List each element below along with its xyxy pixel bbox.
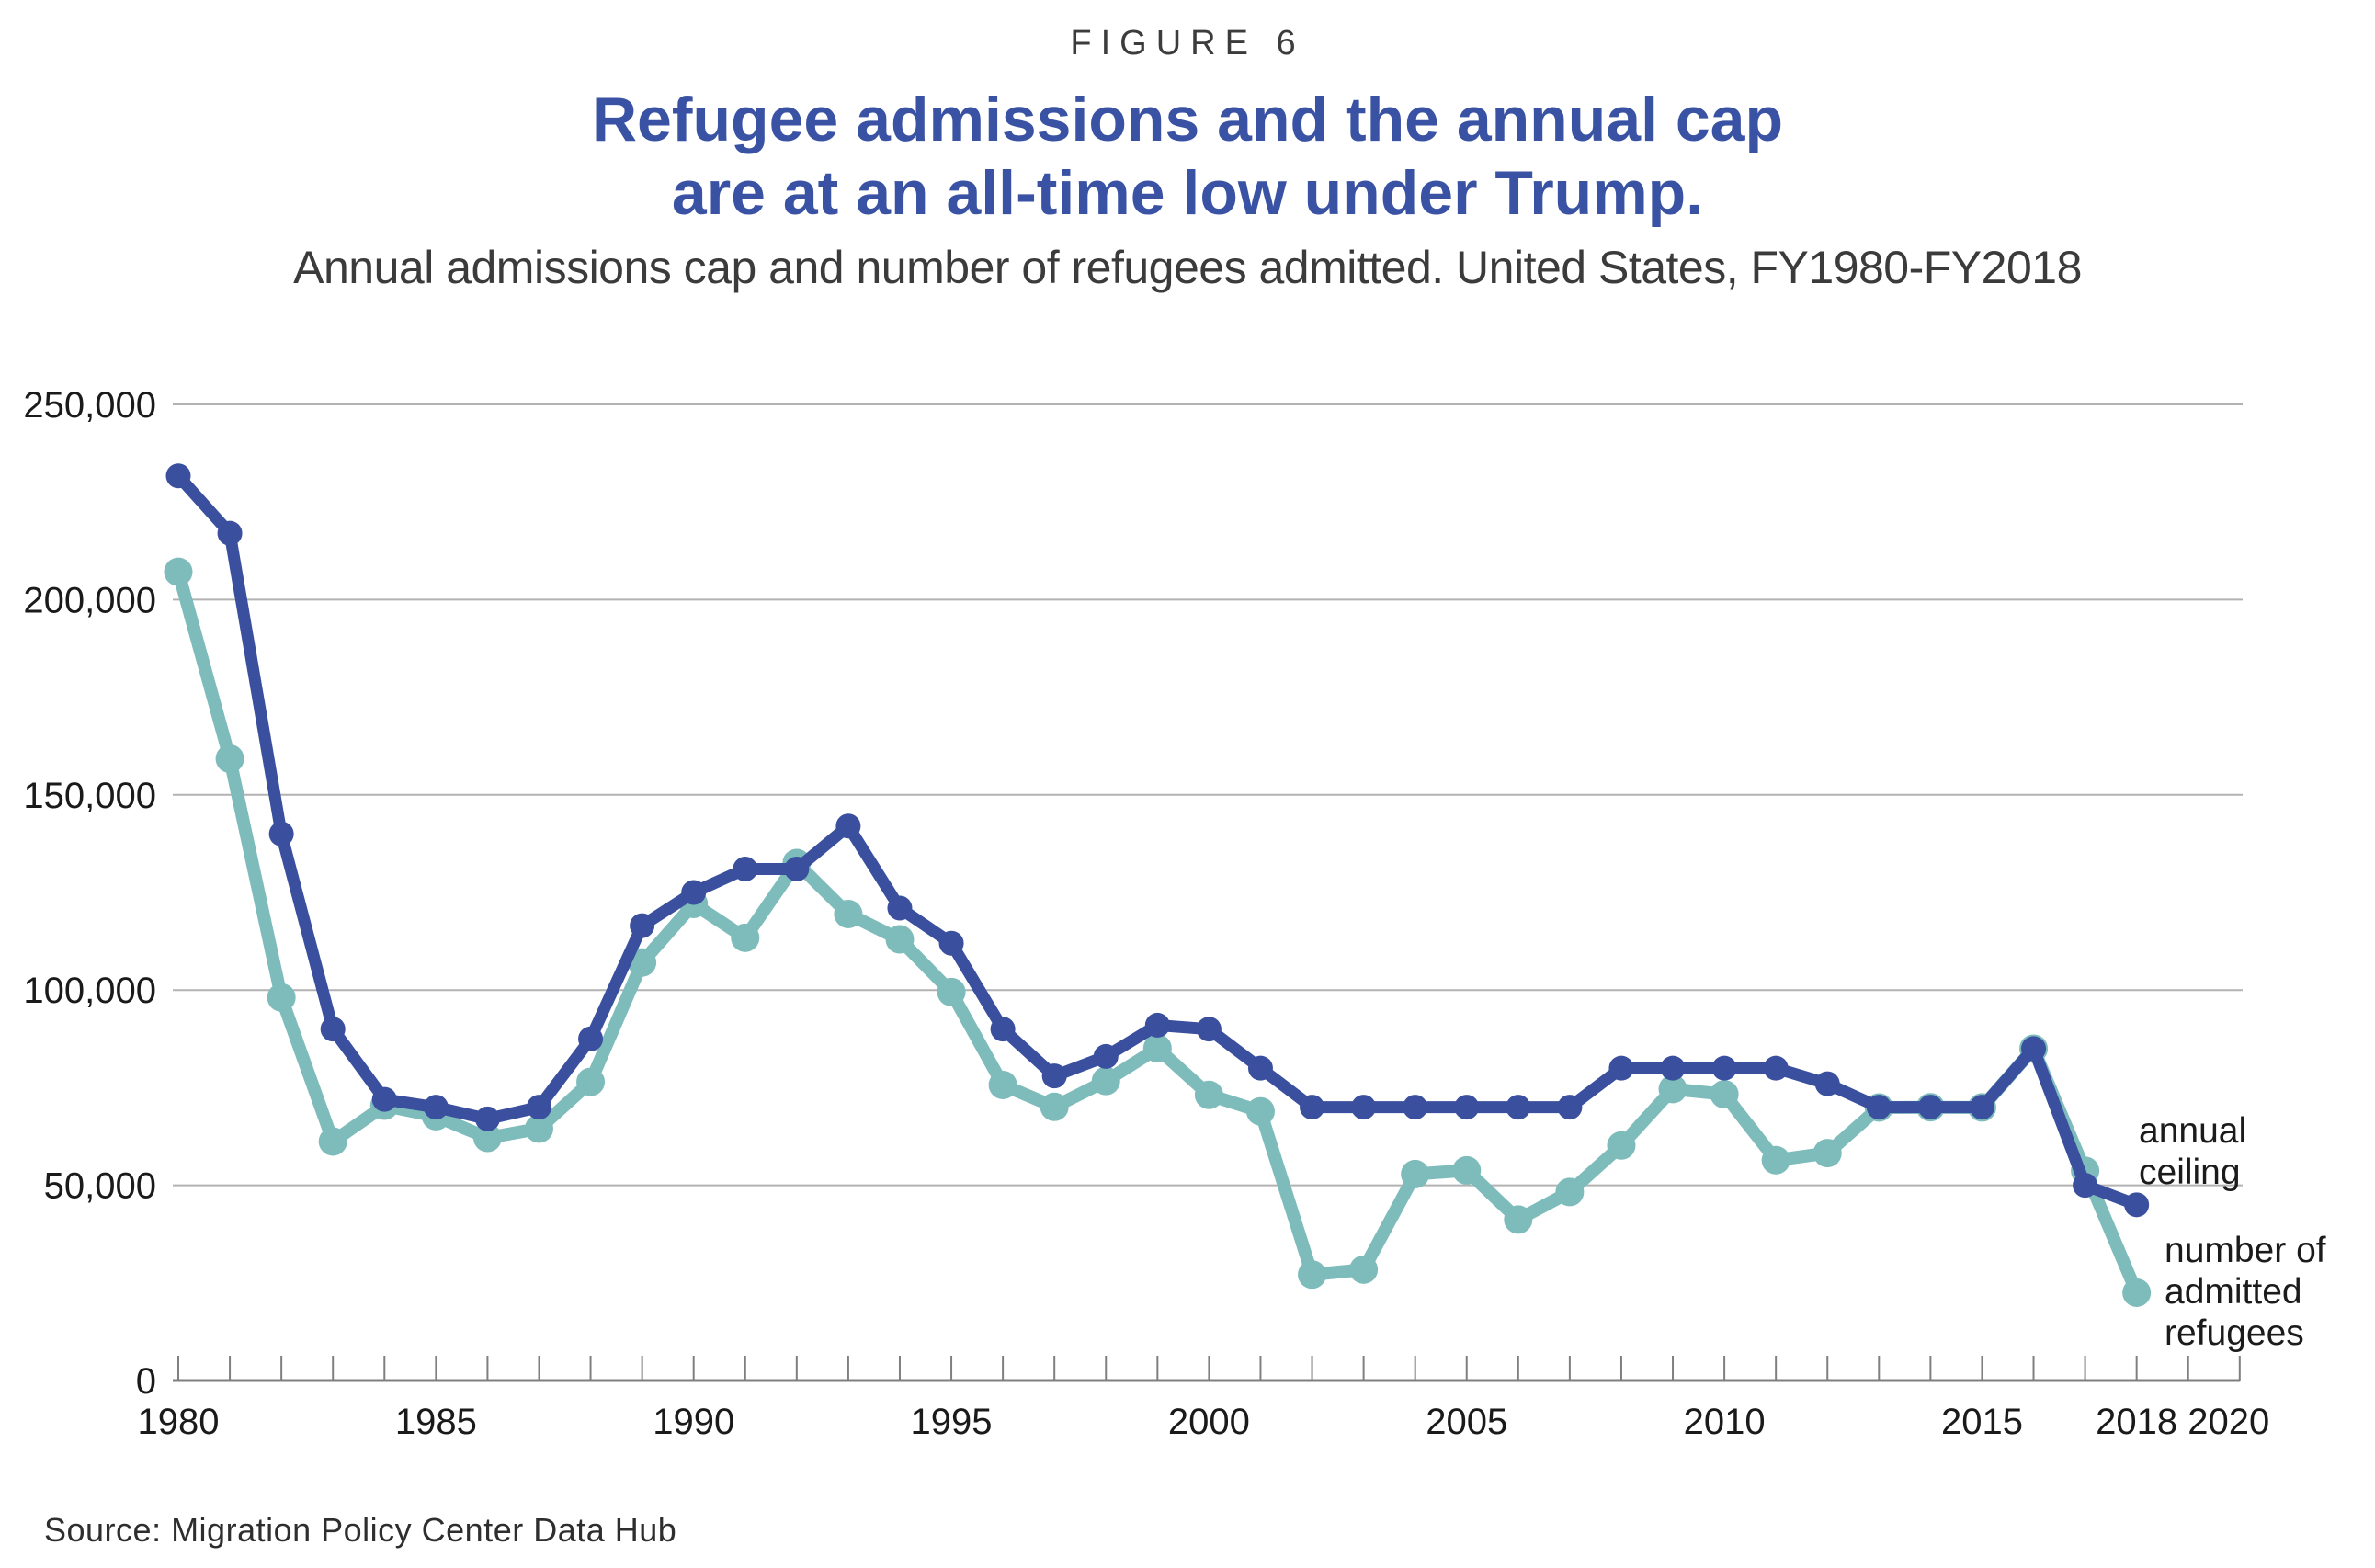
data-point bbox=[1969, 1095, 1994, 1120]
data-point bbox=[885, 925, 915, 954]
x-axis-tick-label: 2005 bbox=[1426, 1402, 1507, 1442]
data-point bbox=[1093, 1043, 1119, 1069]
data-point bbox=[1504, 1205, 1533, 1234]
data-point bbox=[835, 813, 861, 839]
y-axis-tick-label: 50,000 bbox=[44, 1166, 156, 1207]
data-point bbox=[474, 1106, 500, 1131]
x-axis-tick-label: 2000 bbox=[1168, 1402, 1250, 1442]
data-point bbox=[1763, 1055, 1789, 1081]
admitted-refugees-series bbox=[164, 557, 2152, 1307]
admitted-refugees-label: number of admitted refugees bbox=[2165, 1231, 2326, 1353]
y-axis-tick-label: 250,000 bbox=[23, 385, 156, 426]
annual-ceiling-label: annual ceiling bbox=[2139, 1111, 2247, 1192]
series-line bbox=[172, 470, 2143, 1211]
data-point bbox=[887, 895, 913, 921]
data-point bbox=[1247, 1055, 1273, 1081]
chart-subtitle: Annual admissions cap and number of refu… bbox=[293, 242, 2082, 293]
y-axis-tick-label: 100,000 bbox=[23, 971, 156, 1011]
data-point bbox=[1351, 1095, 1377, 1120]
x-axis-tick-label: 1990 bbox=[653, 1402, 734, 1442]
data-point bbox=[988, 1070, 1017, 1099]
data-point bbox=[1761, 1145, 1790, 1175]
data-point bbox=[1658, 1074, 1688, 1104]
data-point bbox=[1245, 1096, 1275, 1126]
data-point bbox=[318, 1127, 347, 1156]
chart-title: Refugee admissions and the annual cap ar… bbox=[591, 85, 1784, 228]
data-point bbox=[268, 821, 294, 846]
data-point bbox=[1812, 1139, 1842, 1168]
x-axis-tick-label: 2020 bbox=[2188, 1402, 2269, 1442]
data-point bbox=[524, 1114, 553, 1143]
data-point bbox=[423, 1095, 449, 1120]
data-point bbox=[1142, 1034, 1172, 1063]
data-point bbox=[267, 983, 296, 1012]
data-point bbox=[1917, 1095, 1943, 1120]
data-point bbox=[1866, 1095, 1892, 1120]
source-note: Source: Migration Policy Center Data Hub bbox=[44, 1511, 677, 1549]
annual-ceiling-series bbox=[165, 463, 2150, 1218]
data-point bbox=[937, 977, 966, 1006]
data-point bbox=[1506, 1095, 1531, 1120]
data-point bbox=[1660, 1055, 1686, 1081]
y-axis-tick-label: 200,000 bbox=[23, 580, 156, 620]
data-point bbox=[217, 520, 243, 546]
x-axis-tick-label: 1985 bbox=[395, 1402, 477, 1442]
data-point bbox=[1196, 1017, 1222, 1042]
y-axis-labels-group: 0 50,000 100,000 150,000 200,000 250,000 bbox=[23, 385, 156, 1402]
data-point bbox=[472, 1123, 502, 1153]
data-point bbox=[784, 857, 810, 882]
data-point bbox=[1814, 1071, 1840, 1096]
data-point bbox=[371, 1086, 397, 1112]
x-axis-tick-label: 2015 bbox=[1941, 1402, 2023, 1442]
y-axis-tick-label: 0 bbox=[136, 1361, 156, 1402]
data-point bbox=[1607, 1131, 1636, 1160]
data-point bbox=[2021, 1036, 2047, 1062]
data-point bbox=[1298, 1260, 1327, 1290]
data-point bbox=[2122, 1278, 2152, 1307]
data-point bbox=[2073, 1173, 2098, 1199]
data-point bbox=[1091, 1066, 1120, 1096]
data-point bbox=[1557, 1095, 1583, 1120]
data-point bbox=[320, 1017, 346, 1042]
data-point bbox=[990, 1017, 1016, 1042]
data-point bbox=[165, 463, 191, 489]
data-point bbox=[630, 913, 655, 938]
data-point bbox=[681, 880, 707, 905]
y-axis-tick-label: 150,000 bbox=[23, 776, 156, 816]
data-point bbox=[576, 1067, 606, 1096]
data-point bbox=[578, 1026, 604, 1051]
data-point bbox=[1454, 1095, 1480, 1120]
data-point bbox=[834, 899, 863, 928]
data-point bbox=[215, 744, 244, 773]
data-point bbox=[1403, 1095, 1428, 1120]
data-point bbox=[164, 557, 193, 586]
data-point bbox=[1710, 1080, 1739, 1109]
data-point bbox=[1711, 1055, 1737, 1081]
data-point bbox=[1194, 1080, 1223, 1109]
figure-number-label: FIGURE 6 bbox=[1070, 24, 1305, 62]
x-axis-group: 1980 1985 1990 1995 2000 2005 2010 2015 2018 2020 bbox=[138, 1356, 2269, 1442]
data-point bbox=[526, 1095, 551, 1120]
data-point bbox=[1349, 1255, 1379, 1284]
data-point bbox=[1608, 1055, 1634, 1081]
x-axis-tick-label: 2018 bbox=[2096, 1402, 2177, 1442]
x-axis-tick-label: 1995 bbox=[911, 1402, 993, 1442]
data-point bbox=[1144, 1012, 1170, 1038]
x-axis-tick-label: 2010 bbox=[1684, 1402, 1766, 1442]
data-point bbox=[1555, 1177, 1585, 1207]
data-point bbox=[1300, 1095, 1325, 1120]
data-point bbox=[2124, 1192, 2150, 1218]
gridlines-group bbox=[173, 403, 2243, 1187]
x-axis-tick-label: 1980 bbox=[138, 1402, 220, 1442]
data-point bbox=[1040, 1092, 1069, 1121]
data-point bbox=[1401, 1159, 1430, 1188]
data-point bbox=[731, 923, 760, 952]
data-point bbox=[733, 857, 758, 882]
data-point bbox=[1041, 1063, 1067, 1089]
data-point bbox=[1452, 1155, 1482, 1185]
data-point bbox=[938, 930, 964, 956]
